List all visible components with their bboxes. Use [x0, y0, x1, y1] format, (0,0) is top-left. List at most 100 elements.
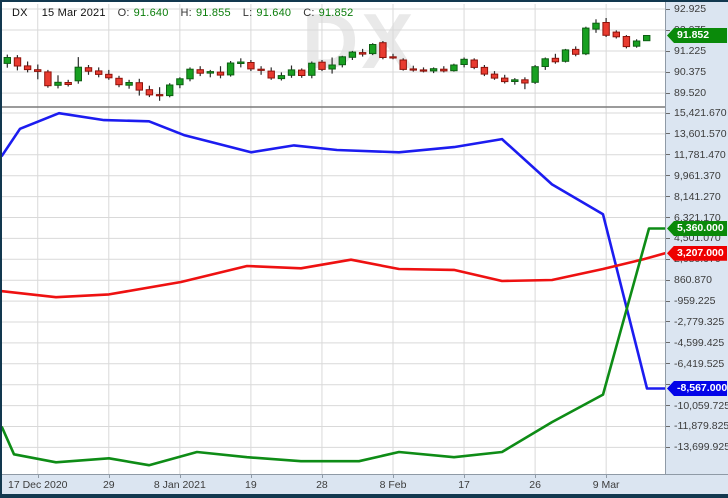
axis-label: -10,059.725: [666, 400, 728, 412]
candle-body[interactable]: [247, 62, 255, 70]
candle-body[interactable]: [622, 36, 631, 48]
candle-body[interactable]: [632, 40, 641, 47]
candle-body[interactable]: [23, 65, 32, 71]
candle-body[interactable]: [429, 68, 438, 72]
candle-body[interactable]: [389, 56, 397, 59]
candle-body[interactable]: [561, 49, 570, 62]
axis-label-text: -11,879.825: [674, 420, 728, 433]
open-value: 91.640: [133, 7, 169, 19]
axis-label-text: 9,961.370: [674, 169, 721, 182]
candle-body[interactable]: [176, 78, 184, 86]
candle-body[interactable]: [399, 59, 407, 70]
candle-body[interactable]: [490, 73, 499, 79]
candle-body[interactable]: [74, 66, 82, 82]
axis-label: 11,781.470: [666, 149, 726, 161]
candle-body[interactable]: [348, 51, 357, 58]
axis-tick-dash: [666, 175, 670, 177]
candle-body[interactable]: [3, 57, 11, 64]
close-label: C:: [303, 7, 315, 19]
date-label: 19: [245, 479, 257, 491]
candle-body[interactable]: [44, 71, 52, 87]
candle-body[interactable]: [369, 44, 377, 55]
candle-body[interactable]: [216, 71, 225, 76]
candle-body[interactable]: [541, 58, 549, 67]
axis-label: 13,601.570: [666, 128, 727, 140]
candle-body[interactable]: [531, 66, 539, 83]
date-tick: [250, 475, 252, 478]
axis-tick-dash: [666, 92, 670, 94]
candle-body[interactable]: [267, 70, 275, 79]
candle-body[interactable]: [226, 62, 235, 76]
candle-body[interactable]: [287, 69, 296, 76]
axis-tick-dash: [666, 217, 670, 218]
candle-body[interactable]: [358, 52, 367, 55]
candle-body[interactable]: [582, 27, 590, 55]
candle-body[interactable]: [206, 71, 215, 74]
axis-tick-dash: [666, 29, 670, 31]
date-label: 26: [529, 479, 541, 491]
candle-body[interactable]: [34, 69, 42, 72]
candle-body[interactable]: [480, 66, 489, 75]
candle-body[interactable]: [501, 77, 509, 83]
candle-body[interactable]: [277, 75, 286, 80]
candle-body[interactable]: [511, 79, 519, 83]
candle-body[interactable]: [237, 61, 245, 64]
candle-body[interactable]: [450, 64, 458, 72]
red-line[interactable]: [2, 252, 665, 299]
candle-body[interactable]: [84, 67, 93, 72]
axis-tick-dash: [666, 50, 670, 52]
candle-body[interactable]: [13, 57, 22, 67]
candle-body[interactable]: [572, 48, 580, 55]
axis-label-text: -10,059.725: [674, 399, 728, 412]
green-line[interactable]: [2, 227, 665, 467]
candle-body[interactable]: [470, 59, 478, 68]
candle-body[interactable]: [440, 68, 448, 72]
axis-tick-dash: [666, 425, 670, 427]
candle-body[interactable]: [612, 31, 620, 38]
axis-label-text: -6,419.525: [674, 357, 725, 370]
candle-body[interactable]: [166, 84, 174, 97]
axis-label-text: -13,699.925: [674, 441, 728, 454]
candle-body[interactable]: [54, 81, 62, 86]
date-tick: [535, 475, 537, 478]
candle-body[interactable]: [602, 22, 610, 36]
axis-tick-dash: [666, 363, 670, 365]
candle-body[interactable]: [318, 61, 326, 70]
date-tick: [321, 475, 323, 478]
chart-plot-area[interactable]: DX DX 15 Mar 2021 O: 91.640 H: 91.855 L: 91.640…: [2, 2, 665, 474]
candle-body[interactable]: [338, 56, 347, 66]
axis-label: 8,141.270: [666, 191, 721, 203]
candle-body[interactable]: [64, 82, 72, 85]
candle-body[interactable]: [379, 42, 387, 59]
candle-body[interactable]: [409, 68, 418, 71]
candle-body[interactable]: [419, 69, 428, 72]
axis-label: 91.225: [666, 45, 706, 57]
blue-line[interactable]: [2, 111, 665, 390]
date-tick: [37, 475, 39, 478]
candle-body[interactable]: [145, 89, 154, 96]
candle-body[interactable]: [328, 64, 336, 70]
candle-body[interactable]: [521, 79, 529, 84]
axis-tick-dash: [666, 71, 670, 73]
candle-body[interactable]: [460, 58, 468, 65]
candle-body[interactable]: [308, 62, 316, 76]
candle-body[interactable]: [115, 77, 123, 86]
time-axis[interactable]: 17 Dec 2020 29 8 Jan 2021 19 28 8 Feb 17 26 9 Ma…: [2, 474, 728, 494]
candle-body[interactable]: [95, 70, 103, 75]
candle-body[interactable]: [592, 22, 600, 30]
candle-body[interactable]: [186, 68, 194, 80]
candle-body[interactable]: [643, 35, 651, 42]
candle-body[interactable]: [551, 57, 560, 63]
candle-body[interactable]: [155, 94, 164, 97]
value-axis[interactable]: 92.92592.07591.22590.37589.52015,421.670…: [665, 2, 728, 474]
axis-tick-dash: [666, 342, 670, 344]
axis-label: 860.870: [666, 274, 712, 286]
candle-body[interactable]: [125, 82, 133, 86]
plot-canvas[interactable]: [2, 2, 665, 474]
candle-body[interactable]: [135, 82, 144, 91]
candle-body[interactable]: [257, 68, 265, 71]
candle-body[interactable]: [298, 69, 306, 76]
candle-body[interactable]: [196, 69, 204, 74]
candle-body[interactable]: [105, 73, 113, 79]
